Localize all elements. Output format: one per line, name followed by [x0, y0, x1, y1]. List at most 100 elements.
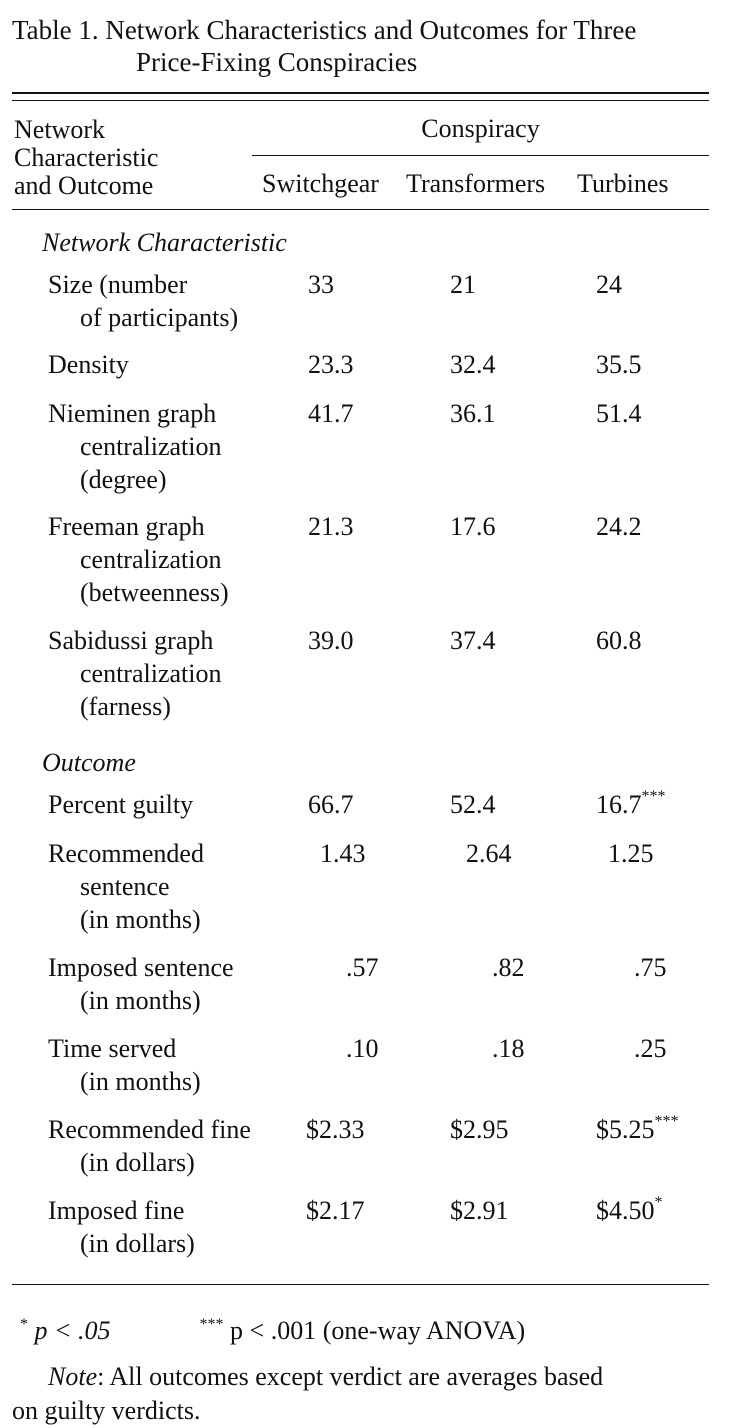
cell-transformers: .18 [492, 1034, 525, 1063]
row-label-line: Recommended fine [48, 1115, 251, 1144]
footnote-text-1: p < .05 [34, 1316, 111, 1345]
row-label-line: sentence [80, 872, 170, 901]
significance-mark: *** [654, 1113, 679, 1131]
row-header-line-1: Network [14, 115, 105, 144]
cell-turbines: 60.8 [596, 626, 642, 655]
row-label-line: (in months) [80, 905, 201, 934]
cell-turbines: 51.4 [596, 399, 642, 428]
cell-turbines: $5.25*** [596, 1113, 679, 1146]
top-rule-1 [12, 92, 709, 94]
row-label-line: Imposed sentence [48, 953, 234, 982]
row-label-line: Size (number [48, 270, 188, 299]
row-label-line: (in dollars) [80, 1229, 195, 1258]
cell-turbines: .25 [634, 1034, 667, 1063]
cell-transformers: 36.1 [450, 399, 496, 428]
row-label: Density [48, 348, 318, 381]
cell-transformers: 2.64 [466, 839, 512, 868]
row-label: Imposed fine (in dollars) [48, 1194, 318, 1260]
footnote-symbol-1: * [20, 1316, 28, 1333]
cell-switchgear: 41.7 [308, 399, 354, 428]
significance-mark: * [654, 1194, 663, 1212]
column-header-transformers: Transformers [406, 169, 546, 198]
cell-switchgear: .57 [346, 953, 379, 982]
header-bottom-rule [12, 209, 709, 210]
row-label-line: (in months) [80, 1067, 201, 1096]
cell-turbines: 1.25 [608, 839, 654, 868]
row-label-line: of participants) [80, 303, 239, 332]
row-label: Time served (in months) [48, 1032, 318, 1098]
cell-value: 16.7 [596, 790, 642, 819]
section-title-network: Network Characteristic [42, 228, 287, 257]
row-label-line: Freeman graph [48, 512, 205, 541]
row-label: Percent guilty [48, 788, 318, 821]
section-title-outcome: Outcome [42, 748, 136, 777]
top-rule-2 [12, 100, 709, 101]
cell-value: $5.25 [596, 1115, 655, 1144]
significance-mark: *** [641, 788, 666, 806]
row-label: Sabidussi graph centralization (farness) [48, 624, 318, 723]
note-line-1: Note: All outcomes except verdict are av… [12, 1360, 712, 1394]
cell-switchgear: 21.3 [308, 512, 354, 541]
footnote-text-2: p < .001 (one-way ANOVA) [230, 1316, 526, 1345]
cell-switchgear: 39.0 [308, 626, 354, 655]
row-label-line: Time served [48, 1034, 177, 1063]
column-spanner: Conspiracy [421, 114, 540, 143]
row-label: Nieminen graph centralization (degree) [48, 397, 318, 496]
row-label: Recommended fine (in dollars) [48, 1113, 318, 1179]
table-bottom-rule [12, 1284, 709, 1285]
cell-turbines: 24 [596, 270, 622, 299]
column-header-switchgear: Switchgear [262, 169, 379, 198]
note-line-2: on guilty verdicts. [12, 1396, 201, 1425]
footnote-symbol-2: *** [199, 1316, 224, 1333]
row-label-line: (in dollars) [80, 1148, 195, 1177]
cell-turbines: 35.5 [596, 350, 642, 379]
row-label-line: (betweenness) [80, 578, 229, 607]
table-note: Note: All outcomes except verdict are av… [12, 1360, 712, 1428]
cell-transformers: 52.4 [450, 790, 496, 819]
row-label-line: (in months) [80, 986, 201, 1015]
cell-transformers: $2.95 [450, 1115, 509, 1144]
cell-switchgear: 66.7 [308, 790, 354, 819]
row-label: Recommended sentence (in months) [48, 837, 318, 936]
cell-transformers: .82 [492, 953, 525, 982]
cell-transformers: 37.4 [450, 626, 496, 655]
row-label: Size (number of participants) [48, 268, 318, 334]
cell-transformers: 21 [450, 270, 476, 299]
note-label: Note [48, 1362, 98, 1391]
row-header-line-3: and Outcome [14, 171, 154, 200]
caption-line-1: Table 1. Network Characteristics and Out… [12, 15, 637, 45]
cell-turbines: .75 [634, 953, 667, 982]
cell-turbines: 16.7*** [596, 788, 666, 821]
cell-switchgear: $2.33 [306, 1115, 365, 1144]
row-label: Imposed sentence (in months) [48, 951, 318, 1017]
cell-transformers: 17.6 [450, 512, 496, 541]
table-caption: Table 1. Network Characteristics and Out… [12, 14, 712, 78]
row-label: Freeman graph centralization (betweennes… [48, 510, 318, 609]
caption-line-2: Price-Fixing Conspiracies [136, 47, 418, 77]
row-label-line: Sabidussi graph [48, 626, 214, 655]
row-label-line: Recommended [48, 839, 204, 868]
row-label-line: Nieminen graph [48, 399, 217, 428]
spanner-rule [252, 155, 709, 156]
row-header-label: Network Characteristic and Outcome [14, 116, 254, 200]
cell-transformers: $2.91 [450, 1196, 509, 1225]
row-header-line-2: Characteristic [14, 143, 159, 172]
row-label-line: centralization [80, 432, 222, 461]
note-text-1: : All outcomes except verdict are averag… [97, 1362, 604, 1391]
cell-switchgear: 1.43 [320, 839, 366, 868]
cell-transformers: 32.4 [450, 350, 496, 379]
row-label-line: Percent guilty [48, 790, 194, 819]
row-label-line: (farness) [80, 692, 171, 721]
row-label-line: centralization [80, 545, 222, 574]
row-label-line: centralization [80, 659, 222, 688]
cell-turbines: 24.2 [596, 512, 642, 541]
row-label-line: Density [48, 350, 129, 379]
cell-turbines: $4.50* [596, 1194, 663, 1227]
cell-switchgear: 23.3 [308, 350, 354, 379]
cell-switchgear: 33 [308, 270, 334, 299]
cell-switchgear: .10 [346, 1034, 379, 1063]
column-header-turbines: Turbines [577, 169, 669, 198]
row-label-line: (degree) [80, 465, 167, 494]
row-label-line: Imposed fine [48, 1196, 185, 1225]
table-footnotes: * p < .05 *** p < .001 (one-way ANOVA) [20, 1316, 525, 1350]
